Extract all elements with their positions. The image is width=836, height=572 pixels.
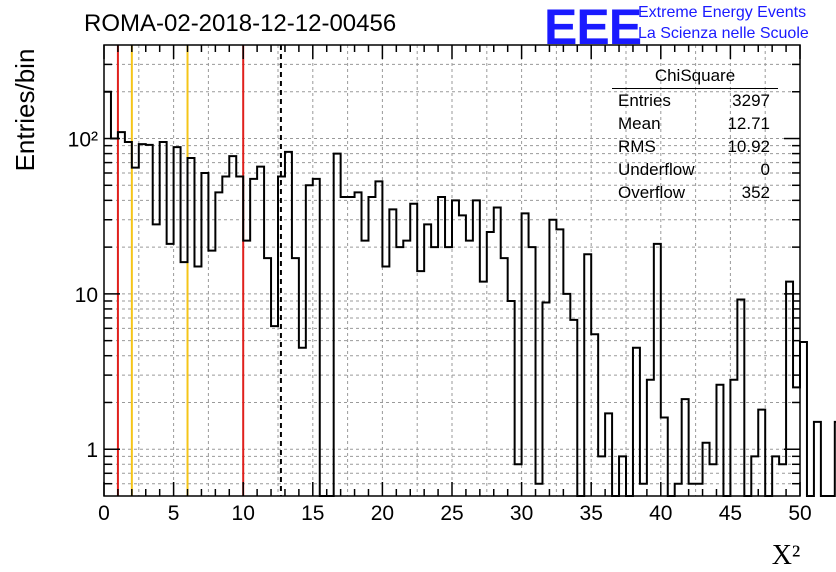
stats-box: ChiSquare Entries 3297 Mean 12.71 RMS 10… [612, 66, 778, 204]
axis-ticks [103, 45, 801, 496]
stat-row-overflow: Overflow 352 [612, 181, 778, 204]
stat-value: 10.92 [727, 137, 770, 156]
stat-row-rms: RMS 10.92 [612, 135, 778, 158]
stat-row-mean: Mean 12.71 [612, 112, 778, 135]
stat-value: 352 [741, 183, 770, 202]
x-tick-label: 10 [232, 502, 255, 525]
logo-tagline-2: La Scienza nelle Scuole [638, 25, 809, 42]
stat-label: Entries [618, 91, 671, 110]
reference-lines [116, 45, 282, 496]
stat-label: RMS [618, 137, 656, 156]
chart-title: ROMA-02-2018-12-12-00456 [84, 10, 397, 37]
stat-value: 0 [760, 160, 770, 179]
stat-label: Underflow [618, 160, 695, 179]
y-tick-label: 1 [86, 439, 98, 462]
stats-title: ChiSquare [612, 66, 778, 89]
x-tick-label: 30 [510, 502, 533, 525]
y-tick-label: 10² [68, 129, 98, 152]
y-axis-label: Entries/bin [10, 49, 40, 172]
tick-labels: 0 5 10 15 20 25 30 35 40 45 50 1 10 10² [68, 129, 812, 525]
x-tick-label: 50 [788, 502, 811, 525]
x-tick-label: 15 [301, 502, 324, 525]
x-tick-label: 35 [580, 502, 603, 525]
x-tick-label: 5 [168, 502, 180, 525]
y-tick-label: 10 [75, 284, 98, 307]
stat-value: 3297 [732, 91, 770, 110]
x-tick-label: 0 [98, 502, 110, 525]
stat-row-entries: Entries 3297 [612, 89, 778, 112]
x-axis-label: X² [772, 540, 801, 571]
histogram-series [104, 90, 836, 497]
logo-tagline-1: Extreme Energy Events [638, 4, 807, 21]
stat-row-underflow: Underflow 0 [612, 158, 778, 181]
eee-logo: EEE Extreme Energy Events La Scienza nel… [544, 0, 836, 55]
eee-logo-letters: EEE [544, 0, 642, 55]
x-tick-label: 40 [649, 502, 672, 525]
x-tick-label: 45 [719, 502, 742, 525]
x-tick-label: 20 [371, 502, 394, 525]
x-tick-label: 25 [440, 502, 463, 525]
stat-value: 12.71 [727, 114, 770, 133]
stat-label: Mean [618, 114, 661, 133]
stat-label: Overflow [618, 183, 686, 202]
